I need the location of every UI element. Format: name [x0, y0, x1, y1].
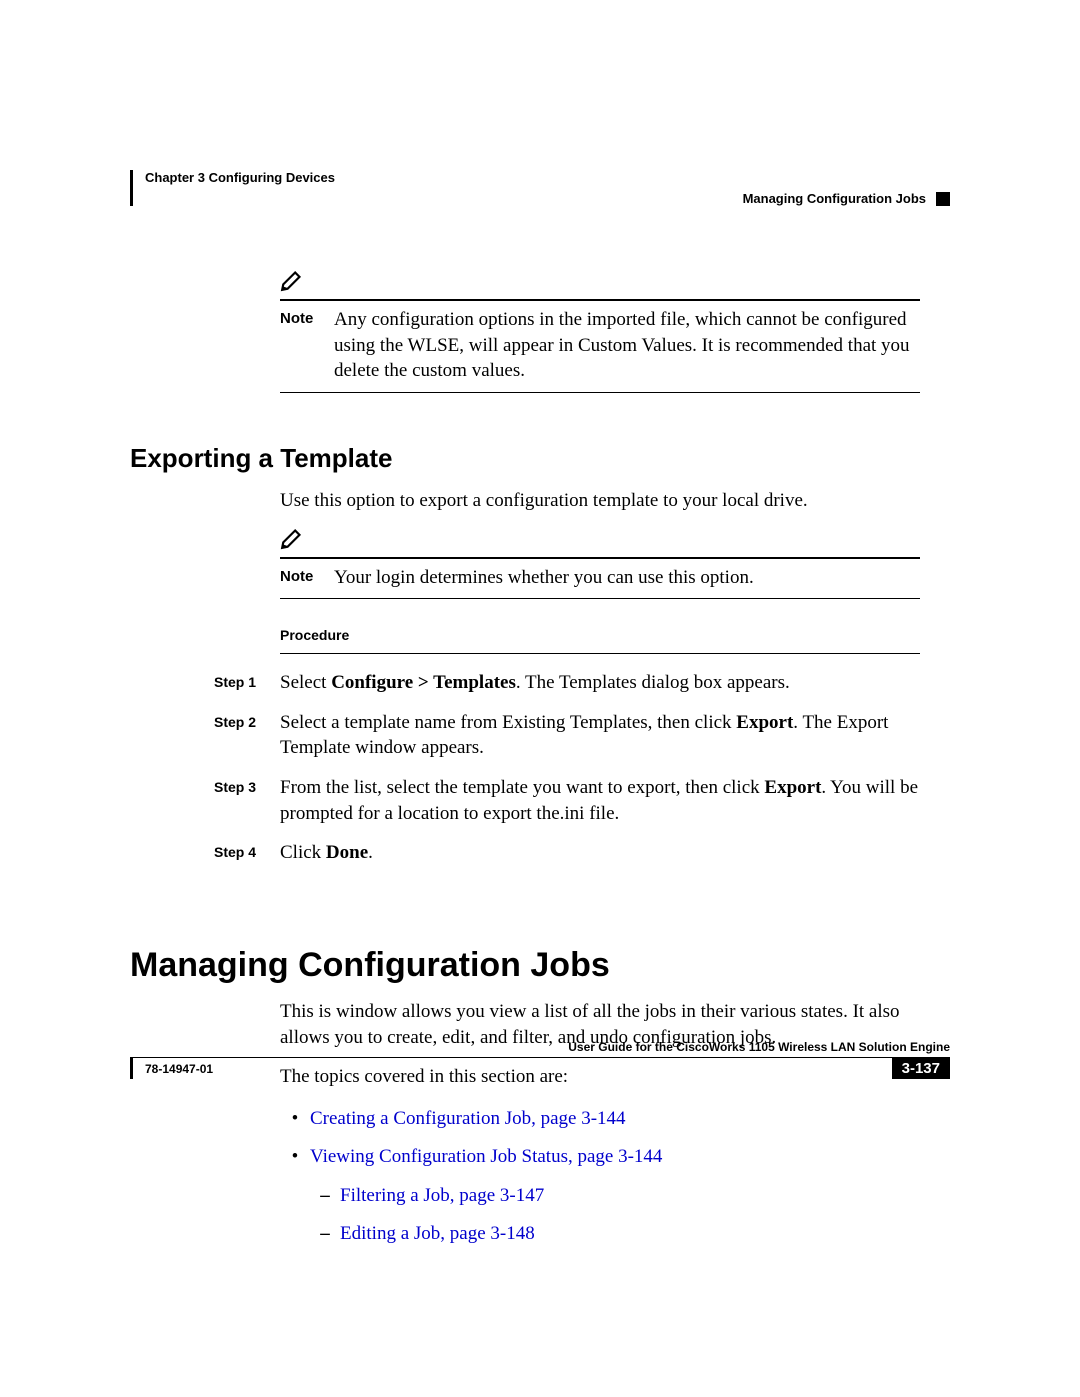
procedure-rule [280, 653, 920, 654]
note-label: Note [280, 565, 334, 591]
bullet-icon: • [280, 1142, 310, 1172]
step-label: Step 1 [214, 670, 280, 696]
page-footer: User Guide for the CiscoWorks 1105 Wirel… [130, 1040, 950, 1079]
footer-guide-title: User Guide for the CiscoWorks 1105 Wirel… [130, 1040, 950, 1054]
note-pencil-icon [280, 524, 306, 550]
step-label: Step 2 [214, 710, 280, 761]
page-header: Chapter 3 Configuring Devices Managing C… [130, 170, 950, 206]
footer-doc-number: 78-14947-01 [130, 1057, 892, 1079]
dash-icon: – [310, 1219, 340, 1249]
export-intro: Use this option to export a configuratio… [280, 488, 920, 514]
step-text: From the list, select the template you w… [280, 775, 920, 826]
note-rule-bottom [280, 392, 920, 393]
list-item: – Filtering a Job, page 3-147 [310, 1181, 920, 1211]
link-filtering-job[interactable]: Filtering a Job, page 3-147 [340, 1185, 544, 1206]
step-text: Click Done. [280, 840, 920, 866]
section-label: Managing Configuration Jobs [743, 191, 926, 206]
heading-exporting-template: Exporting a Template [130, 443, 950, 474]
step-label: Step 4 [214, 840, 280, 866]
header-marker-icon [936, 192, 950, 206]
chapter-label: Chapter 3 Configuring Devices [145, 170, 950, 185]
bullet-icon: • [280, 1104, 310, 1134]
step-3: Step 3 From the list, select the templat… [214, 775, 920, 826]
list-item: • Viewing Configuration Job Status, page… [280, 1142, 920, 1172]
procedure-label: Procedure [280, 627, 920, 643]
list-item: – Editing a Job, page 3-148 [310, 1219, 920, 1249]
step-1: Step 1 Select Configure > Templates. The… [214, 670, 920, 696]
link-viewing-status[interactable]: Viewing Configuration Job Status, page 3… [310, 1146, 662, 1167]
note-rule-bottom [280, 598, 920, 599]
step-label: Step 3 [214, 775, 280, 826]
link-editing-job[interactable]: Editing a Job, page 3-148 [340, 1223, 535, 1244]
note-block-1: Note Any configuration options in the im… [280, 266, 920, 393]
list-item: • Creating a Configuration Job, page 3-1… [280, 1104, 920, 1134]
note-pencil-icon [280, 266, 306, 292]
note-label: Note [280, 307, 334, 384]
footer-page-number: 3-137 [892, 1057, 950, 1079]
heading-managing-config-jobs: Managing Configuration Jobs [130, 946, 950, 985]
note-text: Your login determines whether you can us… [334, 565, 920, 591]
step-2: Step 2 Select a template name from Exist… [214, 710, 920, 761]
note-block-2: Note Your login determines whether you c… [280, 524, 920, 600]
dash-icon: – [310, 1181, 340, 1211]
link-creating-job[interactable]: Creating a Configuration Job, page 3-144 [310, 1108, 626, 1129]
topic-list: • Creating a Configuration Job, page 3-1… [280, 1104, 920, 1250]
step-text: Select a template name from Existing Tem… [280, 710, 920, 761]
step-4: Step 4 Click Done. [214, 840, 920, 866]
step-text: Select Configure > Templates. The Templa… [280, 670, 920, 696]
note-text: Any configuration options in the importe… [334, 307, 920, 384]
